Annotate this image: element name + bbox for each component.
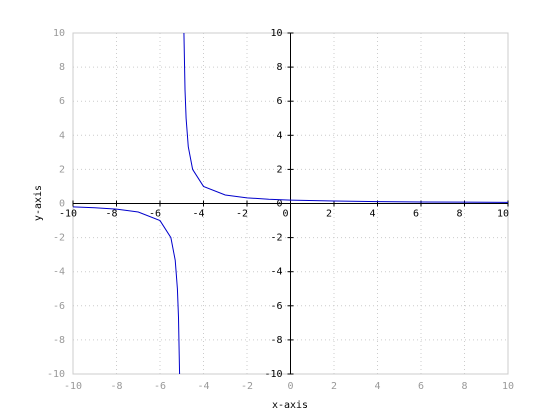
x-tick-label: -8 — [110, 381, 122, 392]
x-tick-label: 6 — [413, 209, 419, 220]
y-tick-label: -4 — [270, 267, 282, 278]
y-tick-label: -10 — [47, 369, 65, 380]
y-tick-label: 10 — [270, 28, 282, 39]
x-tick-label: -2 — [236, 209, 248, 220]
y-tick-label: 4 — [59, 130, 65, 141]
x-tick-label: 10 — [497, 209, 509, 220]
y-tick-label: -8 — [270, 335, 282, 346]
y-tick-label: 4 — [276, 130, 282, 141]
x-tick-label: -4 — [192, 209, 204, 220]
x-tick-label: 0 — [282, 209, 288, 220]
x-tick-label: 8 — [456, 209, 462, 220]
x-tick-label: -6 — [154, 381, 166, 392]
y-tick-label: 2 — [59, 164, 65, 175]
x-tick-label: -10 — [59, 209, 77, 220]
x-tick-label: 0 — [287, 381, 293, 392]
y-tick-label: -8 — [53, 335, 65, 346]
x-tick-label: -10 — [64, 381, 82, 392]
line-series — [73, 33, 508, 374]
y-tick-label: 6 — [276, 96, 282, 107]
x-tick-label: -8 — [105, 209, 117, 220]
x-tick-label: 2 — [331, 381, 337, 392]
y-tick-label: -6 — [270, 301, 282, 312]
y-tick-label: -6 — [53, 301, 65, 312]
y-tick-label: 8 — [276, 62, 282, 73]
x-tick-label: -4 — [197, 381, 209, 392]
x-tick-label: 4 — [369, 209, 375, 220]
x-tick-label: 6 — [418, 381, 424, 392]
y-tick-label: 6 — [59, 96, 65, 107]
y-tick-label: 0 — [59, 199, 65, 210]
y-tick-label: -4 — [53, 267, 65, 278]
x-tick-label: 2 — [326, 209, 332, 220]
y-tick-label: -2 — [53, 233, 65, 244]
y-tick-label: 10 — [53, 28, 65, 39]
x-tick-label: 10 — [502, 381, 514, 392]
x-axis-label: x-axis — [272, 400, 308, 411]
y-tick-label: -2 — [270, 233, 282, 244]
y-tick-label: 8 — [59, 62, 65, 73]
x-tick-label: -2 — [241, 381, 253, 392]
y-tick-label: 2 — [276, 164, 282, 175]
x-tick-label: 8 — [461, 381, 467, 392]
y-tick-label: -10 — [264, 369, 282, 380]
x-tick-label: -6 — [149, 209, 161, 220]
x-tick-label: 4 — [374, 381, 380, 392]
y-axis-label: y-axis — [33, 185, 44, 221]
